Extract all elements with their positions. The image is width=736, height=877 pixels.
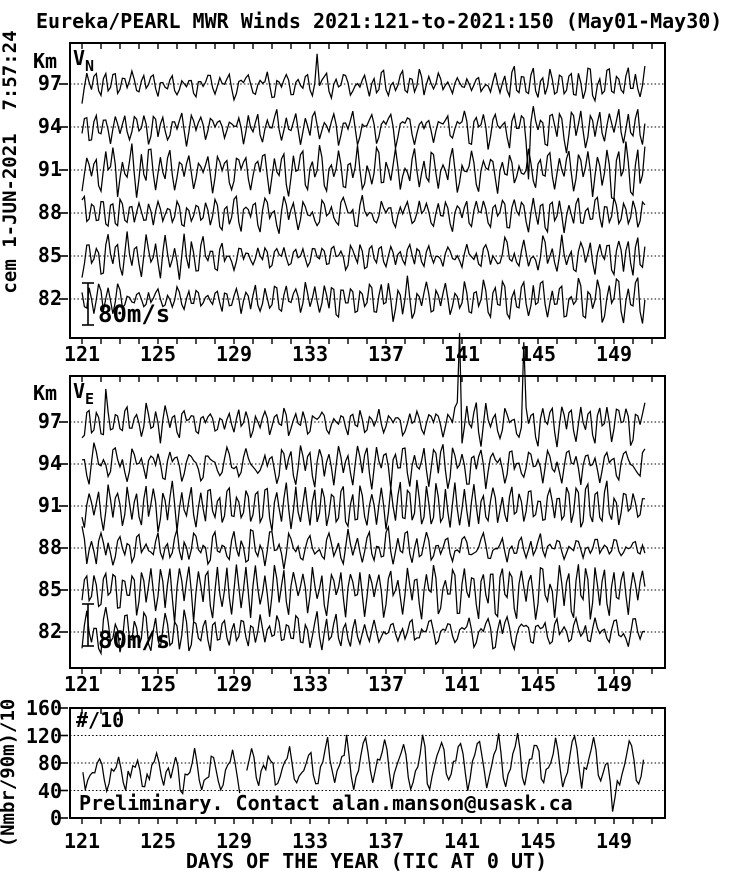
day-tick-label-row1-125: 125 (139, 342, 177, 366)
altitude-tick-label-88km: 88 (37, 200, 62, 224)
scale-bar-label-vn: 80m/s (98, 300, 171, 328)
v-north-trace-97km (81, 53, 646, 104)
count-tick-label-120: 120 (25, 723, 62, 748)
day-tick-label-row1-133: 133 (291, 342, 329, 366)
altitude-tick-label-97km: 97 (37, 71, 62, 95)
day-tick-label-row2-121: 121 (63, 672, 101, 696)
altitude-tick-label-85km: 85 (37, 243, 62, 267)
day-tick-label-row1-145: 145 (519, 342, 557, 366)
day-tick-label-row2-145: 145 (519, 672, 557, 696)
v-east-trace-94km (81, 442, 646, 490)
count-tick-label-0: 0 (49, 806, 62, 830)
component-letter: V (73, 379, 86, 403)
altitude-tick-label-91km: 91 (37, 493, 62, 517)
altitude-tick-label-94km: 94 (37, 451, 62, 475)
day-tick-label-row1-141: 141 (443, 342, 481, 366)
day-tick-label-row1-129: 129 (215, 342, 253, 366)
count-panel-label: #/10 (76, 708, 125, 732)
v-east-trace-82km (81, 606, 646, 656)
v-east-trace-85km (81, 564, 646, 623)
day-tick-label-row3-121: 121 (63, 829, 101, 853)
day-tick-label-row2-129: 129 (215, 672, 253, 696)
v-north-trace-85km (81, 231, 646, 280)
scale-bar-label-ve: 80m/s (98, 626, 171, 654)
day-tick-label-row3-137: 137 (367, 829, 405, 853)
day-tick-label-row1-149: 149 (595, 342, 633, 366)
preliminary-contact-note: Preliminary. Contact alan.manson@usask.c… (79, 791, 573, 815)
day-tick-label-row2-125: 125 (139, 672, 177, 696)
v-north-trace-82km (81, 275, 646, 324)
v-north-trace-91km (81, 141, 646, 200)
altitude-tick-label-91km: 91 (37, 157, 62, 181)
v-east-trace-91km (81, 479, 645, 533)
v-north-trace-88km (81, 194, 646, 234)
component-label-ve: VE (73, 381, 94, 408)
v-north-panel-border (69, 42, 666, 339)
day-tick-label-row2-133: 133 (291, 672, 329, 696)
altitude-tick-label-85km: 85 (37, 577, 62, 601)
y-unit-label-ve: Km (33, 381, 58, 405)
meteor-count-panel-border (69, 707, 666, 819)
count-tick-label-80: 80 (37, 751, 62, 775)
meteor-count-trace (246, 732, 645, 812)
x-axis-title: DAYS OF THE YEAR (TIC AT 0 UT) (185, 849, 548, 873)
day-tick-label-row3-149: 149 (595, 829, 633, 853)
y-unit-label-vn: Km (33, 49, 58, 73)
component-subscript-n: N (85, 57, 95, 75)
altitude-tick-label-88km: 88 (37, 535, 62, 559)
component-letter: V (73, 46, 86, 70)
day-tick-label-row3-141: 141 (443, 829, 481, 853)
altitude-tick-label-82km: 82 (37, 619, 62, 643)
day-tick-label-row2-137: 137 (367, 672, 405, 696)
chart-title: Eureka/PEARL MWR Winds 2021:121-to-2021:… (36, 9, 723, 33)
component-subscript-e: E (85, 390, 95, 408)
day-tick-label-row1-121: 121 (63, 342, 101, 366)
v-east-panel-border (69, 375, 666, 669)
day-tick-label-row2-141: 141 (443, 672, 481, 696)
day-tick-label-row3-125: 125 (139, 829, 177, 853)
day-tick-label-row3-133: 133 (291, 829, 329, 853)
component-label-vn: VN (73, 48, 94, 75)
day-tick-label-row1-137: 137 (367, 342, 405, 366)
day-tick-label-row3-129: 129 (215, 829, 253, 853)
v-east-trace-97km (81, 332, 646, 448)
v-east-trace-88km (81, 524, 646, 570)
count-tick-label-160: 160 (25, 696, 62, 720)
altitude-tick-label-97km: 97 (37, 409, 62, 433)
count-tick-label-40: 40 (37, 778, 62, 803)
altitude-tick-label-94km: 94 (37, 114, 62, 138)
v-north-trace-94km (81, 106, 646, 180)
meteor-count-trace (82, 747, 241, 796)
altitude-tick-label-82km: 82 (37, 286, 62, 310)
day-tick-label-row3-145: 145 (519, 829, 557, 853)
day-tick-label-row2-149: 149 (595, 672, 633, 696)
